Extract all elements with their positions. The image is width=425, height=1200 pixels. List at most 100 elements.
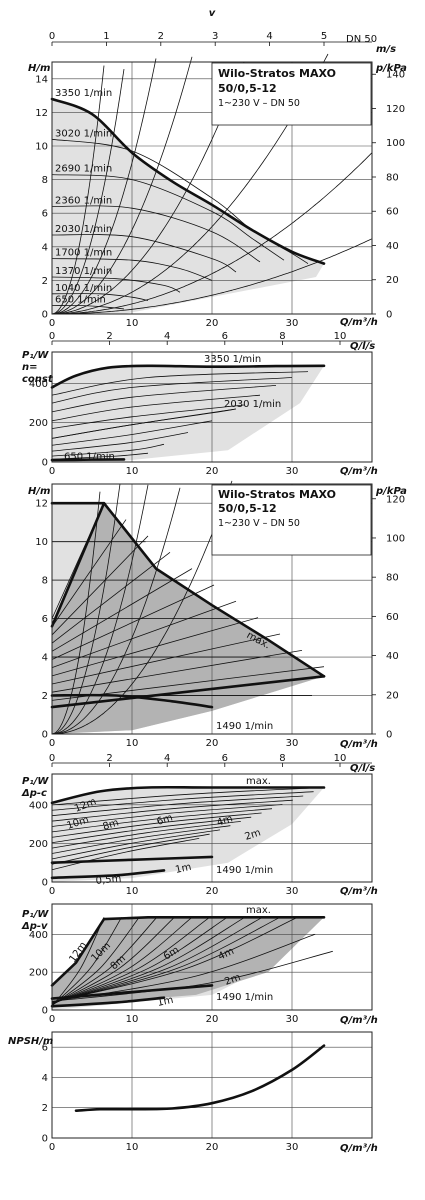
- speed-curve-label: 1700 1/min: [55, 248, 112, 259]
- y-tick-label: 4: [42, 1073, 48, 1084]
- y-tick-label: 0: [42, 730, 48, 741]
- y-tick-label: 6: [42, 1043, 48, 1054]
- system-curve: [51, 480, 233, 735]
- dp-c-power-curve: [51, 825, 231, 854]
- y2-tick-label: 40: [386, 651, 399, 662]
- chart-frame: [51, 1031, 373, 1139]
- y-tick-label: 10: [35, 537, 48, 548]
- x-tick-label: 30: [286, 738, 299, 749]
- x2-tick-label: 10: [334, 753, 347, 764]
- y-axis-label: P₁/W: [22, 909, 49, 920]
- y-tick-label: 200: [29, 839, 48, 850]
- x2-tick-label: 0: [49, 753, 55, 764]
- speed-power-curve: [51, 385, 277, 413]
- curve-label-0-5m: 0,5m: [95, 873, 122, 887]
- speed-power-curve: [51, 371, 309, 396]
- speed-power-curve: [51, 404, 245, 429]
- y-tick-label: 200: [29, 418, 48, 429]
- x-tick-label: 20: [206, 1142, 219, 1153]
- y-tick-label: 4: [42, 653, 48, 664]
- system-curve: [51, 65, 105, 315]
- velocity-axis: v 0 1 2 3 4 5 DN 50 m/s: [49, 8, 396, 55]
- x2-tick-label: 6: [222, 753, 228, 764]
- x-tick-label: 10: [126, 318, 139, 329]
- velocity-dn: DN 50: [346, 34, 377, 45]
- min-speed-label: 1490 1/min: [216, 865, 273, 876]
- chart-power-dp-c: 0 2 4 6 8 10 0 200 400 0 10 20 30 P₁/W Δp-c Q/m³/h…: [21, 753, 378, 897]
- velocity-unit: m/s: [376, 44, 396, 55]
- y-axis-label: P₁/W: [22, 350, 49, 361]
- speed-curve-label: 650 1/min: [64, 452, 115, 463]
- speed-curve: [51, 293, 149, 301]
- y-tick-label: 8: [42, 576, 48, 587]
- x-tick-label: 20: [206, 466, 219, 477]
- dp-v-line: [51, 519, 127, 628]
- dp-v-line: [51, 600, 237, 669]
- curve-label-2m: 2m: [244, 827, 263, 842]
- x2-tick-label: 4: [164, 331, 170, 342]
- x2-tick-label: 4: [164, 753, 170, 764]
- y2-axis-label: p/kPa: [375, 63, 407, 74]
- y2-tick-label: 100: [386, 138, 405, 149]
- dp-c-power-curve: [51, 799, 293, 822]
- curve-label-1m: 1m: [156, 995, 174, 1009]
- dp-c-power-curve: [51, 829, 221, 860]
- y-tick-label: 2: [42, 691, 48, 702]
- system-curve: [51, 483, 121, 735]
- y2-tick-label: 20: [386, 275, 399, 286]
- chart-frame: [51, 773, 373, 883]
- curve-label-4m: 4m: [216, 813, 235, 828]
- x2-tick-label: 6: [222, 331, 228, 342]
- x2-axis-label: Q/l/s: [350, 763, 375, 774]
- dp-c-power-curve: [51, 833, 210, 865]
- speed-curve: [51, 276, 181, 293]
- speed-curve: [50, 97, 326, 265]
- dp-0-5m-curve: [50, 869, 166, 880]
- min-speed-power-curve: [50, 984, 214, 1000]
- x-tick-label: 0: [49, 466, 55, 477]
- title-line-3: 1~230 V – DN 50: [218, 518, 300, 529]
- x-tick-label: 30: [286, 1014, 299, 1025]
- system-curve: [51, 58, 157, 315]
- y-tick-label: 0: [42, 1006, 48, 1017]
- chart-head-n-const: 3350 1/min 3020 1/min 2690 1/min 2360 1/min…: [28, 53, 407, 329]
- x-axis-label: Q/m³/h: [340, 1143, 378, 1154]
- title-box: [211, 484, 372, 556]
- system-curve: [51, 484, 149, 735]
- x-axis-label: Q/m³/h: [340, 466, 378, 477]
- curve-label-2m: 2m: [223, 972, 242, 988]
- x-tick-label: 0: [49, 1142, 55, 1153]
- curve-label-6m: 6m: [156, 812, 175, 827]
- y-tick-label: 400: [29, 930, 48, 941]
- y-tick-label: 12: [35, 499, 48, 510]
- y2-tick-label: 120: [386, 104, 405, 115]
- speed-power-curve: [50, 364, 326, 389]
- x-tick-label: 20: [206, 1014, 219, 1025]
- x2-tick-label: 2: [106, 331, 112, 342]
- max-label: max.: [246, 905, 271, 916]
- chart-npsh: 0 2 4 6 0 10 20 30 NPSH/m Q/m³/h: [8, 1031, 378, 1154]
- max-curve: [50, 501, 326, 678]
- y2-tick-label: 60: [386, 612, 399, 623]
- speed-power-curve: [51, 443, 165, 457]
- velocity-tick-label: 4: [266, 31, 272, 42]
- y-tick-label: 400: [29, 800, 48, 811]
- title-box: [211, 62, 372, 126]
- chart-frame: [51, 483, 373, 735]
- npsh-curve: [74, 1044, 326, 1112]
- x-tick-label: 0: [49, 318, 55, 329]
- y-tick-label: 10: [35, 142, 48, 153]
- dp-v-line: [51, 633, 281, 685]
- x-tick-label: 10: [126, 886, 139, 897]
- chart-frame: [51, 61, 373, 315]
- speed-curve-label: 2360 1/min: [55, 195, 112, 206]
- y-axis-label-3: const: [22, 374, 54, 385]
- dp-v-line: [51, 568, 193, 652]
- speed-curve: [51, 258, 213, 281]
- y-tick-label: 4: [42, 242, 48, 253]
- y-tick-label: 12: [35, 108, 48, 119]
- speed-curve: [51, 138, 309, 264]
- title-line-2: 50/0,5-12: [218, 502, 277, 515]
- speed-power-curve: [51, 394, 261, 422]
